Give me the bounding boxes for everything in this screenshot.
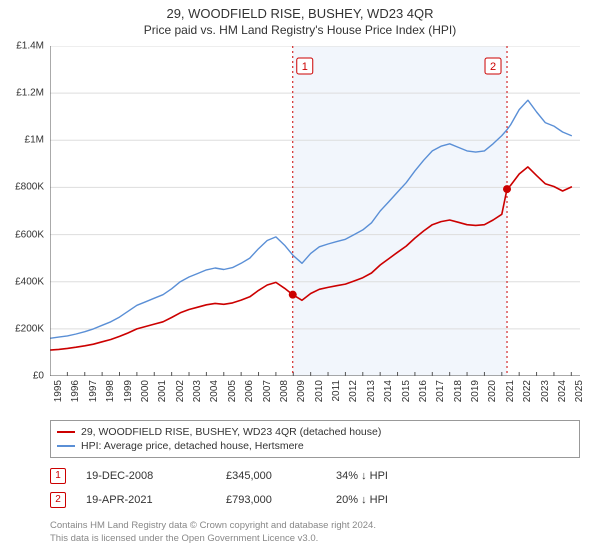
y-tick-label: £1.2M <box>16 88 44 99</box>
footer-attribution: Contains HM Land Registry data © Crown c… <box>50 520 580 546</box>
legend-item: HPI: Average price, detached house, Hert… <box>57 439 573 453</box>
x-tick-label: 2001 <box>157 380 168 402</box>
x-tick-label: 2022 <box>522 380 533 402</box>
sale-marker-badge: 1 <box>50 468 66 484</box>
sale-row: 2 19-APR-2021 £793,000 20% ↓ HPI <box>50 488 580 512</box>
x-tick-label: 2003 <box>192 380 203 402</box>
chart-svg: 12 <box>50 46 580 376</box>
y-tick-label: £600K <box>15 229 44 240</box>
x-tick-label: 2006 <box>244 380 255 402</box>
y-tick-label: £0 <box>33 371 44 382</box>
x-tick-label: 2004 <box>209 380 220 402</box>
x-tick-label: 2005 <box>227 380 238 402</box>
legend-label: HPI: Average price, detached house, Hert… <box>81 440 304 452</box>
x-tick-label: 2008 <box>279 380 290 402</box>
x-tick-label: 2013 <box>366 380 377 402</box>
x-tick-label: 2000 <box>140 380 151 402</box>
x-tick-label: 1995 <box>53 380 64 402</box>
x-tick-label: 2011 <box>331 380 342 402</box>
legend-label: 29, WOODFIELD RISE, BUSHEY, WD23 4QR (de… <box>81 426 381 438</box>
legend: 29, WOODFIELD RISE, BUSHEY, WD23 4QR (de… <box>50 420 580 458</box>
x-tick-label: 2021 <box>505 380 516 402</box>
footer-line2: This data is licensed under the Open Gov… <box>50 533 580 546</box>
sale-marker-badge: 2 <box>50 492 66 508</box>
x-tick-label: 2020 <box>487 380 498 402</box>
x-tick-label: 2024 <box>557 380 568 402</box>
y-tick-label: £800K <box>15 182 44 193</box>
sale-hpi-delta: 34% ↓ HPI <box>336 470 446 482</box>
x-tick-label: 2009 <box>296 380 307 402</box>
x-tick-label: 1996 <box>70 380 81 402</box>
svg-text:1: 1 <box>302 61 308 73</box>
x-tick-label: 2019 <box>470 380 481 402</box>
x-tick-label: 2023 <box>540 380 551 402</box>
x-axis-labels: 1995 1996 1997 1998 1999 2000 2001 2002 2003 2004… <box>50 378 580 418</box>
sales-table: 1 19-DEC-2008 £345,000 34% ↓ HPI 2 19-APR-202… <box>50 464 580 512</box>
legend-swatch <box>57 431 75 433</box>
sale-row: 1 19-DEC-2008 £345,000 34% ↓ HPI <box>50 464 580 488</box>
footer-line1: Contains HM Land Registry data © Crown c… <box>50 520 580 533</box>
x-tick-label: 2014 <box>383 380 394 402</box>
x-tick-label: 2017 <box>435 380 446 402</box>
y-tick-label: £1.4M <box>16 41 44 52</box>
chart-plot-area: 12 <box>50 46 580 376</box>
y-tick-label: £1M <box>25 135 44 146</box>
y-tick-label: £200K <box>15 323 44 334</box>
sale-price: £345,000 <box>226 470 316 482</box>
chart-title: 29, WOODFIELD RISE, BUSHEY, WD23 4QR <box>0 0 600 21</box>
chart-subtitle: Price paid vs. HM Land Registry's House … <box>0 21 600 37</box>
legend-item: 29, WOODFIELD RISE, BUSHEY, WD23 4QR (de… <box>57 425 573 439</box>
x-tick-label: 2002 <box>175 380 186 402</box>
x-tick-label: 2015 <box>401 380 412 402</box>
x-tick-label: 2018 <box>453 380 464 402</box>
legend-swatch <box>57 445 75 447</box>
svg-text:2: 2 <box>490 61 496 73</box>
x-tick-label: 2016 <box>418 380 429 402</box>
sale-price: £793,000 <box>226 494 316 506</box>
x-tick-label: 2012 <box>348 380 359 402</box>
x-tick-label: 1999 <box>123 380 134 402</box>
y-axis-labels: £0£200K£400K£600K£800K£1M£1.2M£1.4M <box>0 46 48 376</box>
sale-date: 19-APR-2021 <box>86 494 206 506</box>
x-tick-label: 1997 <box>88 380 99 402</box>
sale-hpi-delta: 20% ↓ HPI <box>336 494 446 506</box>
x-tick-label: 2007 <box>262 380 273 402</box>
sale-date: 19-DEC-2008 <box>86 470 206 482</box>
y-tick-label: £400K <box>15 276 44 287</box>
x-tick-label: 1998 <box>105 380 116 402</box>
x-tick-label: 2025 <box>574 380 585 402</box>
x-tick-label: 2010 <box>314 380 325 402</box>
